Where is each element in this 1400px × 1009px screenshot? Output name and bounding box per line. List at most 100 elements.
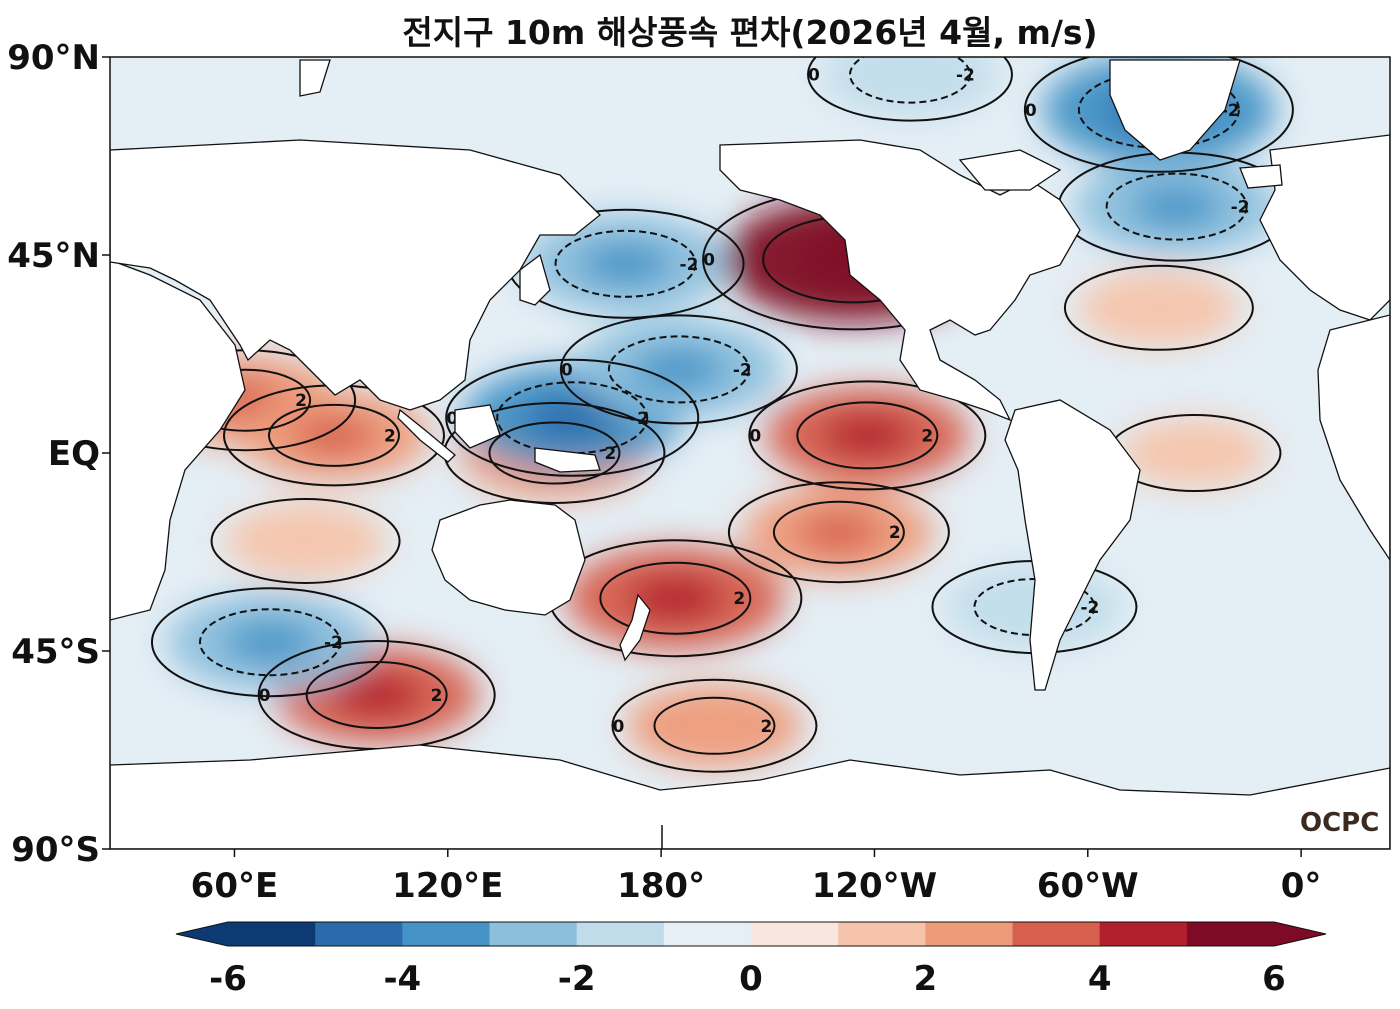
contour-label: 2 — [760, 717, 772, 737]
anomaly-region-18 — [822, 57, 998, 117]
anomaly-region-11 — [1077, 269, 1240, 347]
anomaly-core-17 — [1130, 184, 1223, 229]
contour-label: -2 — [1080, 598, 1099, 618]
anomaly-core-7 — [796, 511, 882, 553]
continent-africa — [110, 259, 246, 621]
continents — [110, 59, 1390, 849]
contour-neg-2-17 — [1105, 172, 1248, 241]
contour-label: 0 — [1025, 101, 1037, 121]
continent-south-america — [1004, 399, 1141, 691]
ocpc-logo: OCPC — [1300, 808, 1380, 838]
x-tick-label: 0° — [1281, 866, 1322, 906]
contour-neg-2-18 — [849, 57, 971, 104]
colorbar-tick-label: 0 — [739, 959, 763, 999]
contour-label: -2 — [630, 409, 649, 429]
continent-europe — [1259, 134, 1390, 321]
x-tick-label: 120°W — [812, 866, 937, 906]
colorbar-extend-low — [176, 922, 228, 946]
continent-australia — [431, 499, 586, 616]
contour-label: 2 — [604, 444, 616, 464]
contour-label: 2 — [431, 686, 443, 706]
colorbar-tick-label: 6 — [1262, 959, 1286, 999]
x-tick-label: 60°E — [191, 866, 279, 906]
contour-pos-2-5 — [268, 403, 400, 467]
colorbar-segment — [576, 922, 665, 946]
y-tick-label: 90°S — [11, 830, 100, 870]
colorbar-segment — [315, 922, 403, 946]
continent-eurasia — [110, 139, 601, 411]
colorbar: -6 -4 -2 0 2 4 6 — [175, 921, 1327, 999]
contour-label: 0 — [808, 66, 820, 86]
contour-label: -2 — [680, 255, 699, 275]
island-borneo — [454, 404, 501, 449]
colorbar-segment — [228, 922, 316, 946]
colorbar-tick-label: 2 — [913, 959, 937, 999]
contour-pos-2-8 — [653, 696, 776, 755]
colorbar-tick-label: -4 — [383, 959, 421, 999]
contour-pos-2-2 — [796, 401, 939, 470]
y-tick-label: 90°N — [7, 38, 100, 78]
map-plot-area: 222222222-2-2-2-2-2-2-2-20000000000 — [110, 57, 1390, 849]
contour-label: -2 — [324, 633, 343, 653]
anomaly-region-8 — [626, 683, 803, 768]
contour-label: 0 — [259, 686, 271, 706]
x-tick-label: 180° — [617, 866, 705, 906]
contour-zero-9 — [210, 498, 401, 584]
contour-neg-2-14 — [607, 335, 750, 404]
anomaly-region-9 — [224, 502, 387, 580]
colorbar-segment — [1099, 922, 1188, 946]
x-tick-label: 60°W — [1037, 866, 1139, 906]
contour-labels: 222222222-2-2-2-2-2-2-2-20000000000 — [135, 66, 1249, 737]
anomaly-core-5 — [291, 414, 377, 456]
y-axis: 90°N 45°N EQ 45°S 90°S — [7, 38, 110, 870]
contour-zero-12 — [445, 358, 700, 477]
contour-label: 0 — [749, 426, 761, 446]
contour-pos-2-7 — [772, 500, 905, 564]
island-japan — [519, 253, 551, 306]
colorbar-segment — [1012, 922, 1101, 946]
continent-antarctica — [110, 744, 1390, 849]
anomaly-core-13 — [579, 241, 672, 286]
colorbar-tick-label: -2 — [558, 959, 596, 999]
colorbar-tick-label: 4 — [1088, 959, 1112, 999]
colorbar-segment — [925, 922, 1013, 946]
colorbar-tick-label: -6 — [209, 959, 247, 999]
y-tick-label: 45°S — [11, 632, 100, 672]
chart-title: 전지구 10m 해상풍속 편차(2026년 4월, m/s) — [402, 13, 1098, 52]
contour-zero-14 — [559, 314, 798, 425]
y-tick-label: 45°N — [7, 236, 100, 276]
contour-label: 0 — [561, 360, 573, 380]
y-tick-label: EQ — [48, 434, 100, 474]
colorbar-segment — [751, 922, 839, 946]
contour-label: 0 — [612, 717, 624, 737]
contour-pos-2-3 — [488, 421, 621, 485]
contour-label: 2 — [384, 426, 396, 446]
anomaly-field — [150, 57, 1279, 768]
island-novaya-zemlya — [299, 59, 331, 97]
x-tick-label: 120°E — [392, 866, 503, 906]
contour-label: -2 — [956, 66, 975, 86]
contour-pos-2-6 — [305, 661, 448, 729]
anomaly-core-15 — [224, 620, 316, 665]
contour-label: -2 — [733, 360, 752, 380]
anomaly-region-10 — [1120, 418, 1269, 488]
contour-zero-16 — [1023, 57, 1294, 173]
anomaly-core-1 — [626, 574, 725, 622]
island-iceland — [1239, 164, 1283, 189]
contour-pos-2-1 — [599, 561, 752, 635]
continent-africa-west — [1317, 314, 1390, 562]
colorbar-segment — [663, 922, 752, 946]
contour-zero-11 — [1063, 264, 1254, 351]
contour-neg-2-15 — [199, 608, 341, 677]
colorbar-segment — [402, 922, 490, 946]
anomaly-core-6 — [330, 672, 423, 718]
island-new-zealand — [619, 593, 651, 662]
contour-label: 2 — [733, 589, 745, 609]
contour-label: -2 — [1231, 198, 1250, 218]
anomaly-core-2 — [821, 413, 914, 458]
anomaly-core-14 — [632, 347, 725, 392]
contour-label: 2 — [295, 391, 307, 411]
contour-label: 2 — [889, 523, 901, 543]
colorbar-extend-high — [1274, 922, 1326, 946]
colorbar-frame — [175, 921, 1327, 947]
